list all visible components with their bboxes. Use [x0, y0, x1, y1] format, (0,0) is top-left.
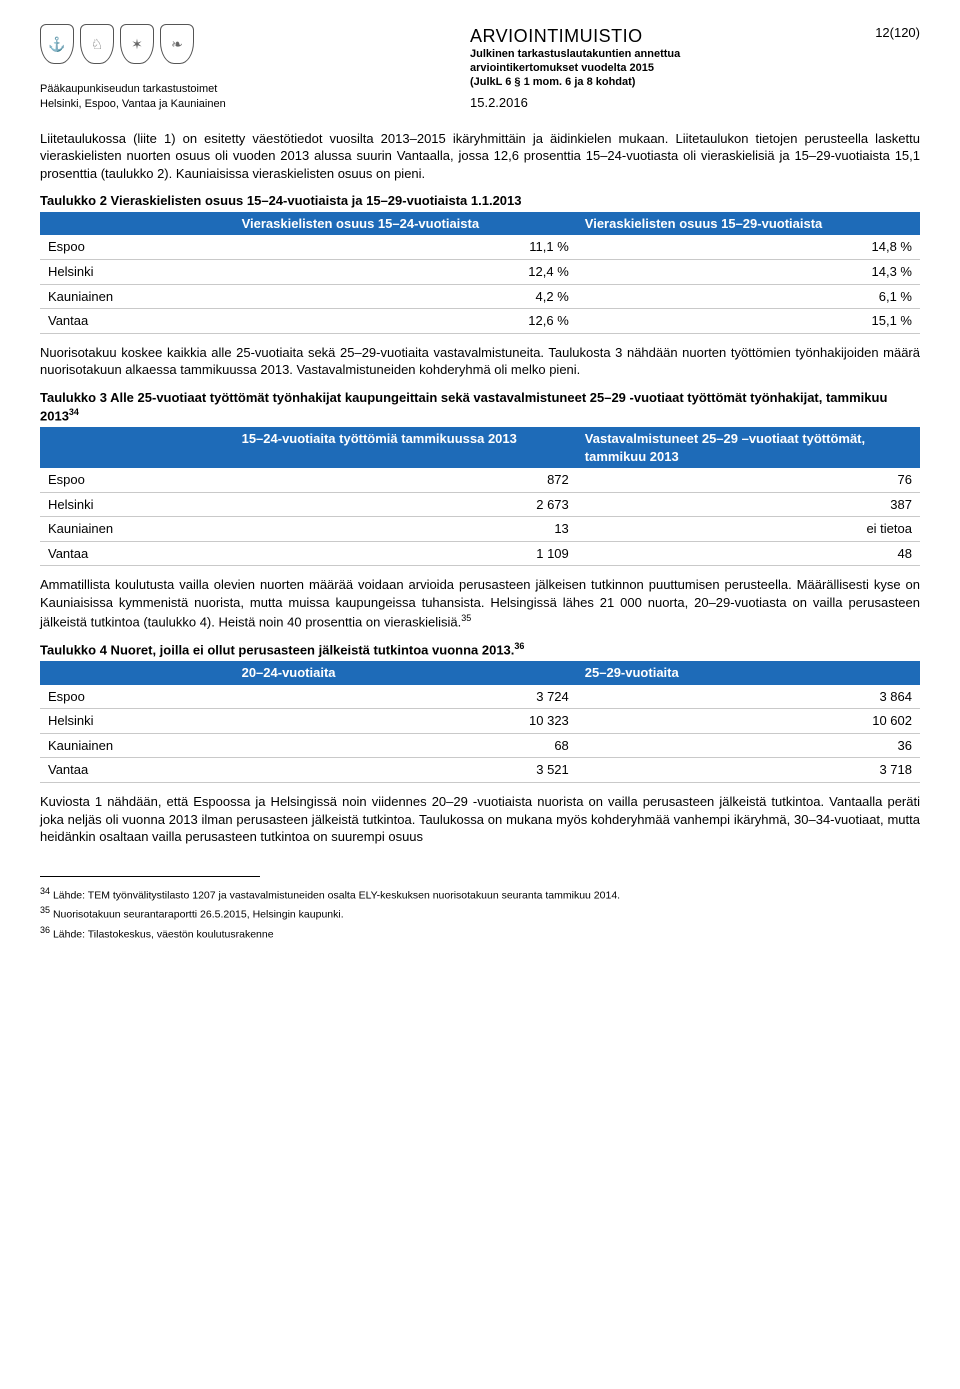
paragraph-2: Nuorisotakuu koskee kaikkia alle 25-vuot… — [40, 344, 920, 379]
org-line1: Pääkaupunkiseudun tarkastustoimet — [40, 82, 226, 97]
table-row: Vantaa3 5213 718 — [40, 758, 920, 783]
table-row: Espoo3 7243 864 — [40, 685, 920, 709]
doc-subtitle-3: (JulkL 6 § 1 mom. 6 ja 8 kohdat) — [470, 76, 920, 90]
table-row: Espoo11,1 %14,8 % — [40, 235, 920, 259]
footnote-ref-35: 35 — [461, 613, 471, 623]
table-row: Kauniainen4,2 %6,1 % — [40, 284, 920, 309]
table-3: 15–24-vuotiaita työttömiä tammikuussa 20… — [40, 427, 920, 566]
header-right: 12(120) ARVIOINTIMUISTIO Julkinen tarkas… — [470, 24, 920, 112]
crest-espoo-icon: ♘ — [80, 24, 114, 64]
doc-subtitle-2: arviointikertomukset vuodelta 2015 — [470, 62, 920, 76]
table2-col2: Vieraskielisten osuus 15–29-vuotiaista — [577, 212, 920, 236]
table-row: Espoo87276 — [40, 468, 920, 492]
doc-subtitle-1: Julkinen tarkastuslautakuntien annettua — [470, 48, 920, 62]
footnotes: 34 Lähde: TEM työnvälitystilasto 1207 ja… — [40, 876, 260, 942]
crest-helsinki-icon: ⚓ — [40, 24, 74, 64]
table3-title: Taulukko 3 Alle 25-vuotiaat työttömät ty… — [40, 389, 920, 425]
table-row: Vantaa1 10948 — [40, 541, 920, 566]
table-4: 20–24-vuotiaita 25–29-vuotiaita Espoo3 7… — [40, 661, 920, 783]
crest-vantaa-icon: ✶ — [120, 24, 154, 64]
table4-title: Taulukko 4 Nuoret, joilla ei ollut perus… — [40, 640, 920, 659]
table4-col2: 25–29-vuotiaita — [577, 661, 920, 685]
page-header: ⚓ ♘ ✶ ❧ Pääkaupunkiseudun tarkastustoime… — [40, 24, 920, 112]
table-row: Helsinki10 32310 602 — [40, 709, 920, 734]
crest-kauniainen-icon: ❧ — [160, 24, 194, 64]
table-row: Vantaa12,6 %15,1 % — [40, 309, 920, 334]
footnote-35: 35 Nuorisotakuun seurantaraportti 26.5.2… — [40, 904, 900, 922]
table2-title: Taulukko 2 Vieraskielisten osuus 15–24-v… — [40, 192, 920, 210]
footnote-ref-34: 34 — [69, 407, 79, 417]
paragraph-3: Ammatillista koulutusta vailla olevien n… — [40, 576, 920, 630]
paragraph-4: Kuviosta 1 nähdään, että Espoossa ja Hel… — [40, 793, 920, 846]
table-row: Helsinki2 673387 — [40, 492, 920, 517]
table2-col1: Vieraskielisten osuus 15–24-vuotiaista — [234, 212, 577, 236]
paragraph-1: Liitetaulukossa (liite 1) on esitetty vä… — [40, 130, 920, 183]
table-row: Kauniainen6836 — [40, 733, 920, 758]
footnote-34: 34 Lähde: TEM työnvälitystilasto 1207 ja… — [40, 885, 900, 903]
header-left: ⚓ ♘ ✶ ❧ Pääkaupunkiseudun tarkastustoime… — [40, 24, 226, 112]
table4-col1: 20–24-vuotiaita — [234, 661, 577, 685]
table3-col2: Vastavalmistuneet 25–29 –vuotiaat työttö… — [577, 427, 920, 468]
footnote-ref-36: 36 — [514, 641, 524, 651]
city-crests: ⚓ ♘ ✶ ❧ — [40, 24, 226, 64]
doc-title: ARVIOINTIMUISTIO — [470, 24, 920, 48]
table-row: Kauniainen13ei tietoa — [40, 517, 920, 542]
doc-date: 15.2.2016 — [470, 94, 920, 112]
table3-col1: 15–24-vuotiaita työttömiä tammikuussa 20… — [234, 427, 577, 468]
table-row: Helsinki12,4 %14,3 % — [40, 259, 920, 284]
page-number: 12(120) — [875, 24, 920, 42]
org-line2: Helsinki, Espoo, Vantaa ja Kauniainen — [40, 97, 226, 112]
table-2: Vieraskielisten osuus 15–24-vuotiaista V… — [40, 212, 920, 334]
footnote-36: 36 Lähde: Tilastokeskus, väestön koulutu… — [40, 924, 900, 942]
